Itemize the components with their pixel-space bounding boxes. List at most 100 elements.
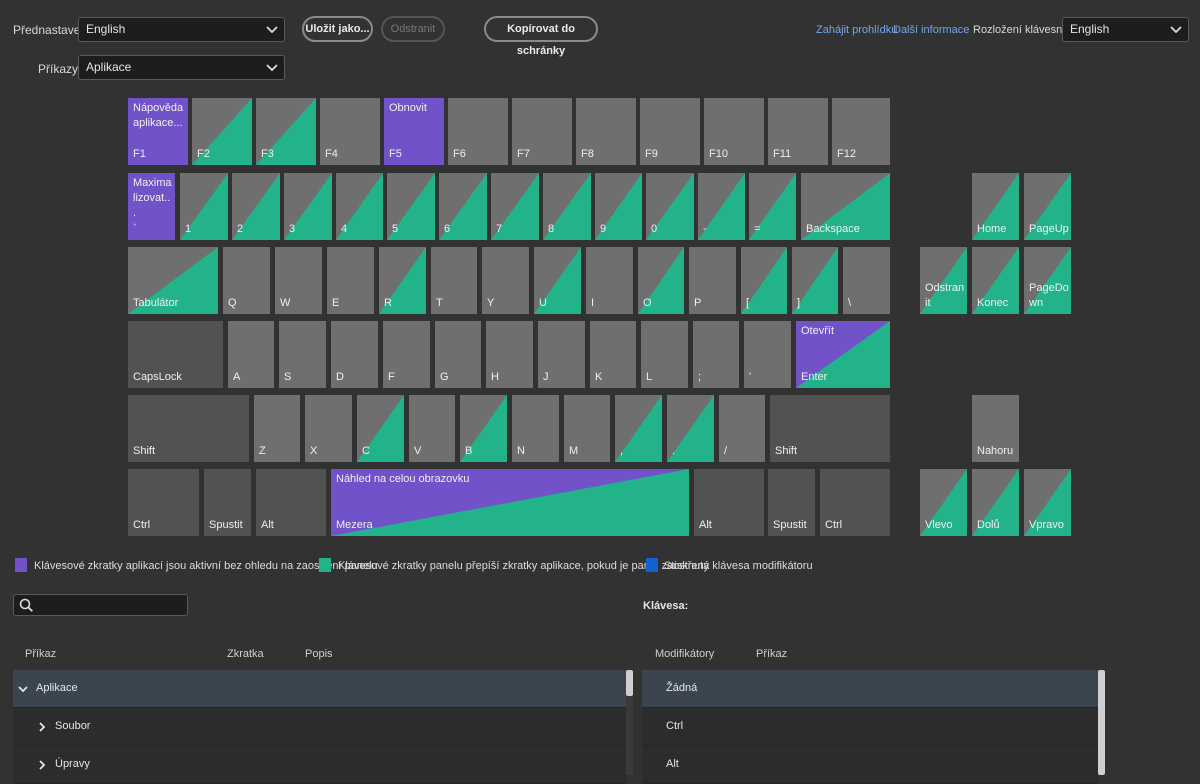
expand-chevron[interactable] bbox=[37, 722, 47, 732]
key[interactable]: [ bbox=[741, 247, 787, 314]
key[interactable]: I bbox=[586, 247, 633, 314]
modifier-row[interactable]: Alt bbox=[642, 746, 1098, 784]
key[interactable]: J bbox=[538, 321, 585, 388]
key[interactable]: 2 bbox=[232, 173, 280, 240]
key[interactable]: Odstranit bbox=[920, 247, 967, 314]
key[interactable]: Nahoru bbox=[972, 395, 1019, 462]
expand-chevron[interactable] bbox=[18, 684, 28, 694]
key[interactable]: F10 bbox=[704, 98, 764, 165]
expand-chevron[interactable] bbox=[37, 760, 47, 770]
key[interactable]: X bbox=[305, 395, 352, 462]
key[interactable]: Vlevo bbox=[920, 469, 967, 536]
command-row[interactable]: Aplikace bbox=[13, 670, 626, 708]
key[interactable]: F8 bbox=[576, 98, 636, 165]
copy-button[interactable]: Kopírovat do schránky bbox=[484, 16, 598, 57]
key[interactable]: Ctrl bbox=[128, 469, 199, 536]
key[interactable]: F bbox=[383, 321, 430, 388]
key[interactable]: S bbox=[279, 321, 326, 388]
key[interactable]: Home bbox=[972, 173, 1019, 240]
preset-select[interactable]: English bbox=[78, 17, 285, 42]
key[interactable]: W bbox=[275, 247, 322, 314]
key[interactable]: F4 bbox=[320, 98, 380, 165]
key[interactable]: U bbox=[534, 247, 581, 314]
command-row[interactable]: Soubor bbox=[13, 708, 626, 746]
key[interactable]: 8 bbox=[543, 173, 591, 240]
key[interactable]: ] bbox=[792, 247, 838, 314]
key[interactable]: Tabulátor bbox=[128, 247, 218, 314]
key[interactable]: P bbox=[689, 247, 736, 314]
key[interactable]: Maximalizovat... ` bbox=[128, 173, 175, 240]
key[interactable]: 0 bbox=[646, 173, 694, 240]
key[interactable]: Ctrl bbox=[820, 469, 890, 536]
key[interactable]: T bbox=[431, 247, 477, 314]
key[interactable]: Alt bbox=[256, 469, 326, 536]
key[interactable]: = bbox=[749, 173, 796, 240]
key[interactable]: N bbox=[512, 395, 559, 462]
key[interactable]: 6 bbox=[439, 173, 487, 240]
key[interactable]: 3 bbox=[284, 173, 332, 240]
key[interactable]: F12 bbox=[832, 98, 890, 165]
scrollbar[interactable] bbox=[1098, 670, 1105, 775]
key[interactable]: Y bbox=[482, 247, 529, 314]
key[interactable]: Konec bbox=[972, 247, 1019, 314]
key[interactable]: PageDown bbox=[1024, 247, 1071, 314]
key[interactable]: F11 bbox=[768, 98, 828, 165]
key[interactable]: . bbox=[667, 395, 714, 462]
key[interactable]: C bbox=[357, 395, 404, 462]
layout-select[interactable]: English bbox=[1062, 17, 1189, 42]
key[interactable]: L bbox=[641, 321, 688, 388]
key[interactable]: F3 bbox=[256, 98, 316, 165]
modifier-row[interactable]: Ctrl bbox=[642, 708, 1098, 746]
key[interactable]: K bbox=[590, 321, 636, 388]
command-row[interactable]: Úpravy bbox=[13, 746, 626, 784]
key[interactable]: F9 bbox=[640, 98, 700, 165]
key[interactable]: , bbox=[615, 395, 662, 462]
key[interactable]: Shift bbox=[128, 395, 249, 462]
save-as-button[interactable]: Uložit jako... bbox=[302, 16, 373, 42]
key[interactable]: G bbox=[435, 321, 481, 388]
search-box[interactable] bbox=[13, 594, 188, 616]
key[interactable]: F2 bbox=[192, 98, 252, 165]
key[interactable]: O bbox=[638, 247, 684, 314]
key[interactable]: Z bbox=[254, 395, 300, 462]
key[interactable]: Backspace bbox=[801, 173, 890, 240]
key[interactable]: Nápověda aplikace... F1 bbox=[128, 98, 188, 165]
key[interactable]: 9 bbox=[595, 173, 642, 240]
key[interactable]: CapsLock bbox=[128, 321, 223, 388]
key[interactable]: Alt bbox=[694, 469, 764, 536]
key[interactable]: Shift bbox=[770, 395, 890, 462]
key[interactable]: \ bbox=[843, 247, 890, 314]
commands-select[interactable]: Aplikace bbox=[78, 55, 285, 80]
key[interactable]: Spustit bbox=[768, 469, 815, 536]
key[interactable]: ' bbox=[744, 321, 791, 388]
tour-link[interactable]: Zahájit prohlídku bbox=[816, 24, 898, 36]
key[interactable]: F6 bbox=[448, 98, 508, 165]
key[interactable]: Q bbox=[223, 247, 270, 314]
scrollbar[interactable] bbox=[626, 670, 633, 696]
key[interactable]: E bbox=[327, 247, 374, 314]
key[interactable]: Vpravo bbox=[1024, 469, 1071, 536]
key[interactable]: V bbox=[409, 395, 455, 462]
key[interactable]: ; bbox=[693, 321, 739, 388]
key[interactable]: A bbox=[228, 321, 274, 388]
key[interactable]: M bbox=[564, 395, 610, 462]
key[interactable]: - bbox=[698, 173, 745, 240]
key[interactable]: / bbox=[719, 395, 765, 462]
key[interactable]: B bbox=[460, 395, 507, 462]
modifier-row[interactable]: Žádná bbox=[642, 670, 1098, 708]
key[interactable]: 4 bbox=[336, 173, 383, 240]
key[interactable]: 5 bbox=[387, 173, 435, 240]
key[interactable]: 7 bbox=[491, 173, 539, 240]
key[interactable]: 1 bbox=[180, 173, 228, 240]
key[interactable]: H bbox=[486, 321, 533, 388]
key[interactable]: Náhled na celou obrazovku Mezera bbox=[331, 469, 689, 536]
key[interactable]: Obnovit F5 bbox=[384, 98, 444, 165]
key[interactable]: Spustit bbox=[204, 469, 251, 536]
key[interactable]: PageUp bbox=[1024, 173, 1071, 240]
key[interactable]: Otevřít Enter bbox=[796, 321, 890, 388]
key[interactable]: R bbox=[379, 247, 426, 314]
more-info-link[interactable]: Další informace bbox=[893, 24, 970, 36]
key[interactable]: D bbox=[331, 321, 378, 388]
key[interactable]: F7 bbox=[512, 98, 572, 165]
key[interactable]: Dolů bbox=[972, 469, 1019, 536]
